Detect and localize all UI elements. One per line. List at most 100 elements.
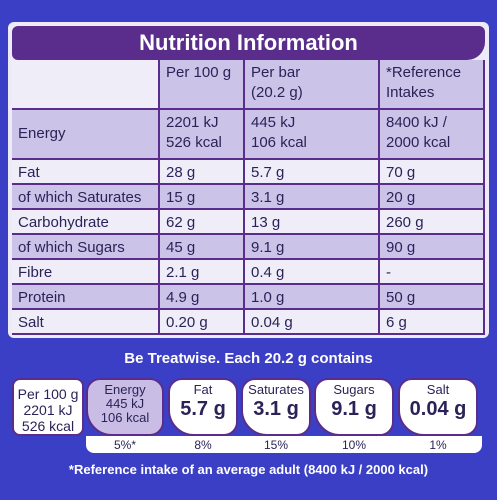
cell-text: 6 g [386,314,407,331]
badge-percent: 15% [241,438,311,452]
badge-value: 3.1 g [253,398,299,420]
cell-text: 2000 kcal [386,134,451,151]
badge-value: 9.1 g [331,398,377,420]
percent-strip [86,436,482,453]
cell-text: (20.2 g) [251,84,303,101]
cell-text: Carbohydrate [18,214,109,231]
badge-label: Sugars [333,382,375,397]
table-cell: of which Saturates [12,185,160,210]
table-cell: 45 g [160,235,245,260]
cell-text: 2.1 g [166,264,200,281]
cell-text: 70 g [386,164,416,181]
percent-text: 15% [263,438,289,452]
cell-text: 90 g [386,239,416,256]
badge-label: Saturates [248,382,304,397]
table-cell: *Reference Intakes [380,60,485,110]
table-cell: Energy [12,110,160,160]
table-cell: 62 g [160,210,245,235]
treatwise-heading: Be Treatwise. Each 20.2 g contains [124,350,373,367]
table-cell: 13 g [245,210,380,235]
cell-text: 445 kJ [251,114,296,131]
cell-text: 106 kcal [251,134,307,151]
table-cell: 1.0 g [245,285,380,310]
percent-text: 5%* [113,438,136,452]
table-cell: 0.4 g [245,260,380,285]
cell-text: 3.1 g [251,189,285,206]
badge-label: Fat [193,382,213,397]
table-cell: 70 g [380,160,485,185]
table-cell: Per 100 g [160,60,245,110]
badge-percent: 8% [168,438,238,452]
cell-text: 526 kcal [166,134,222,151]
gda-badge: Saturates 3.1 g [241,378,311,436]
table-cell: 2.1 g [160,260,245,285]
badge-value: 445 kJ [105,396,145,411]
badge-percent: 1% [398,438,478,452]
table-cell: Protein [12,285,160,310]
table-cell: 9.1 g [245,235,380,260]
cell-text: 1.0 g [251,289,285,306]
table-cell: 5.7 g [245,160,380,185]
cell-text: 4.9 g [166,289,200,306]
cell-text: of which Sugars [18,239,125,256]
percent-text: 10% [341,438,367,452]
badge-percent: 10% [314,438,394,452]
cell-text: 20 g [386,189,416,206]
table-cell: - [380,260,485,285]
cell-text: *Reference [386,64,462,81]
table-cell: 8400 kJ / 2000 kcal [380,110,485,160]
table-cell: 0.04 g [245,310,380,335]
gda-badge: Fat 5.7 g [168,378,238,436]
cell-text: of which Saturates [18,189,142,206]
cell-text: 8400 kJ / [386,114,447,131]
table-cell: 15 g [160,185,245,210]
table-cell: Salt [12,310,160,335]
table-cell: 445 kJ 106 kcal [245,110,380,160]
per-100g-box: Per 100 g 2201 kJ 526 kcal [12,378,84,436]
cell-text: Fibre [18,264,53,281]
table-cell: 20 g [380,185,485,210]
cell-text: 13 g [251,214,281,231]
cell-text: 0.4 g [251,264,285,281]
cell-text: 15 g [166,189,196,206]
cell-text: Salt [18,314,44,331]
badge-value: 5.7 g [180,398,226,420]
per-100g-text: 526 kcal [21,418,75,434]
percent-text: 1% [429,438,447,452]
badge-value: 106 kcal [100,410,150,425]
cell-text: 2201 kJ [166,114,219,131]
badge-label: Energy [104,382,146,397]
cell-text: - [386,264,391,281]
table-cell: 6 g [380,310,485,335]
cell-text: 28 g [166,164,196,181]
cell-text: Per bar [251,64,301,81]
table-cell: 0.20 g [160,310,245,335]
cell-text: 5.7 g [251,164,285,181]
table-cell: 2201 kJ 526 kcal [160,110,245,160]
cell-text: 50 g [386,289,416,306]
cell-text: 45 g [166,239,196,256]
table-cell: 50 g [380,285,485,310]
table-cell: 90 g [380,235,485,260]
badge-value: 0.04 g [409,398,467,420]
cell-text: 0.04 g [251,314,293,331]
cell-text: Energy [18,125,66,142]
table-cell [12,60,160,110]
cell-text: 9.1 g [251,239,285,256]
table-cell: Fibre [12,260,160,285]
gda-badge: Salt 0.04 g [398,378,478,436]
badge-percent: 5%* [86,438,164,452]
cell-text: Protein [18,289,66,306]
cell-text: 260 g [386,214,424,231]
table-cell: Fat [12,160,160,185]
per-100g-text: Per 100 g [17,386,79,402]
table-cell: Per bar (20.2 g) [245,60,380,110]
per-100g-text: 2201 kJ [23,402,73,418]
gda-badge: Sugars 9.1 g [314,378,394,436]
percent-text: 8% [194,438,212,452]
footnote: *Reference intake of an average adult (8… [68,462,429,477]
cell-text: Intakes [386,84,435,101]
table-cell: 3.1 g [245,185,380,210]
table-cell: 260 g [380,210,485,235]
